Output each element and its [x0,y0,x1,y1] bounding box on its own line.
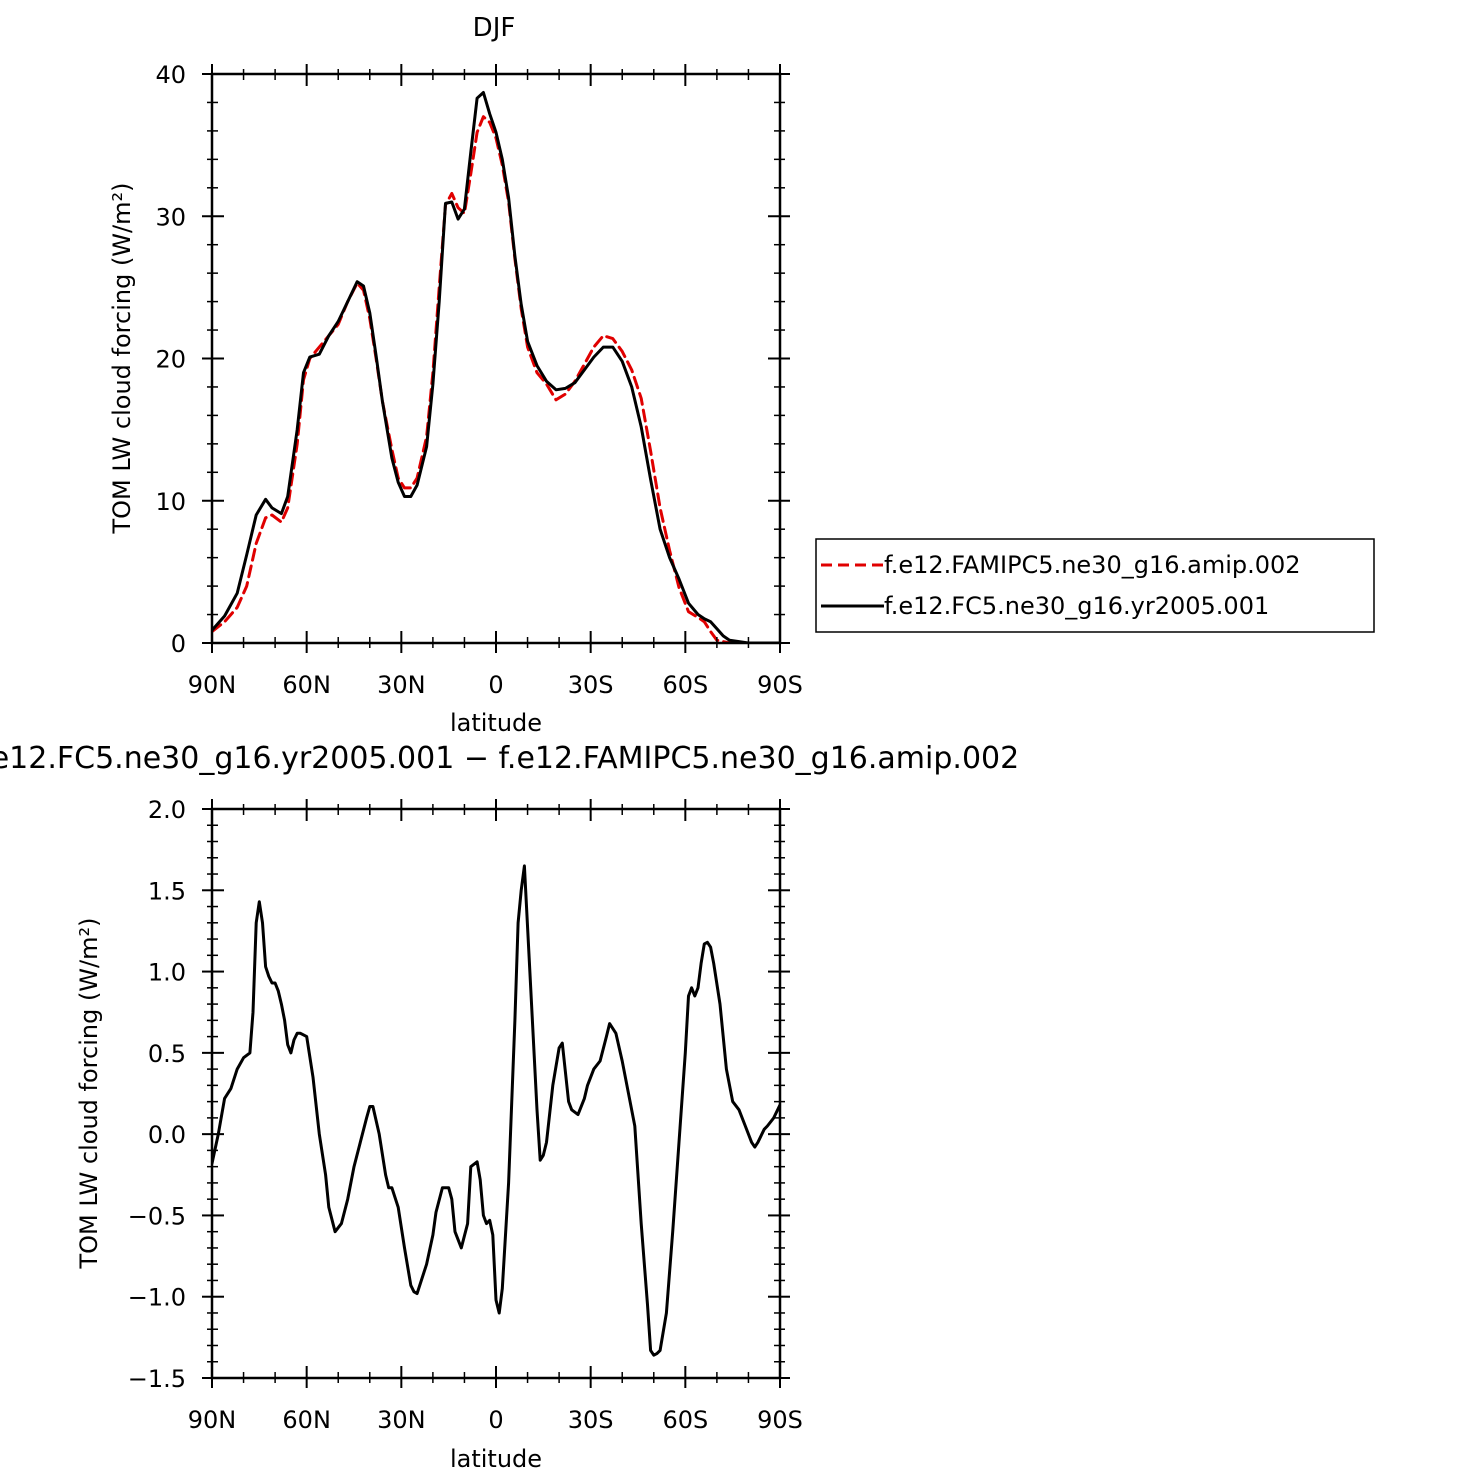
y-tick-labels: −1.5 −1.0 −0.5 0.0 0.5 1.0 1.5 2.0 [128,796,186,1393]
chart-title: DJF [473,13,516,43]
y-tick-label: 1.5 [148,877,186,905]
axis-ticks [202,64,790,653]
y-tick-label: 2.0 [148,796,186,824]
y-tick-label: 20 [155,346,186,374]
x-axis-label: latitude [450,709,542,737]
series-line-solid-1 [212,91,780,643]
legend-entry-yr2005: f.e12.FC5.ne30_g16.yr2005.001 [884,592,1269,620]
series-lines [212,91,780,643]
y-tick-label: 10 [155,488,186,516]
x-tick-label: 90S [757,671,803,699]
y-tick-label: 30 [155,203,186,231]
x-tick-label: 30S [568,671,614,699]
x-tick-label: 90S [757,1406,803,1434]
legend-entry-amip: f.e12.FAMIPC5.ne30_g16.amip.002 [884,551,1301,579]
legend: f.e12.FAMIPC5.ne30_g16.amip.002 f.e12.FC… [815,538,1375,633]
y-tick-label: −0.5 [128,1202,186,1230]
x-tick-label: 60N [282,1406,331,1434]
difference-line [212,864,780,1357]
bottom-chart: f.e12.FC5.ne30_g16.yr2005.001 − f.e12.FA… [0,741,1019,1473]
y-tick-label: −1.0 [128,1284,186,1312]
y-tick-label: −1.5 [128,1365,186,1393]
y-tick-label: 0.5 [148,1040,186,1068]
difference-chart-title: f.e12.FC5.ne30_g16.yr2005.001 − f.e12.FA… [0,741,1019,776]
x-tick-label: 90N [188,671,237,699]
series-line-solid-0 [212,864,780,1357]
y-axis-label: TOM LW cloud forcing (W/m²) [75,918,103,1270]
y-tick-label: 0 [171,630,186,658]
y-tick-label: 40 [155,61,186,89]
x-tick-label: 60S [662,1406,708,1434]
x-tick-label: 0 [488,671,503,699]
x-axis-label: latitude [450,1445,542,1473]
legend-box [815,538,1375,633]
x-tick-label: 60S [662,671,708,699]
y-tick-labels: 0 10 20 30 40 [155,61,186,658]
x-tick-labels: 90N 60N 30N 0 30S 60S 90S [188,671,803,699]
series-line-dashed-0 [212,115,780,643]
y-tick-label: 1.0 [148,959,186,987]
y-axis-label: TOM LW cloud forcing (W/m²) [108,183,136,535]
x-tick-labels: 90N 60N 30N 0 30S 60S 90S [188,1406,803,1434]
top-chart: DJF 90N 60N 30N 0 30S 60S 90S 0 10 20 30 40 latitu… [108,13,1375,737]
y-tick-label: 0.0 [148,1121,186,1149]
x-tick-label: 30N [377,1406,426,1434]
x-tick-label: 30S [568,1406,614,1434]
x-tick-label: 60N [282,671,331,699]
x-tick-label: 30N [377,671,426,699]
x-tick-label: 90N [188,1406,237,1434]
plot-frame [210,72,782,645]
x-tick-label: 0 [488,1406,503,1434]
axis-ticks [202,799,790,1388]
